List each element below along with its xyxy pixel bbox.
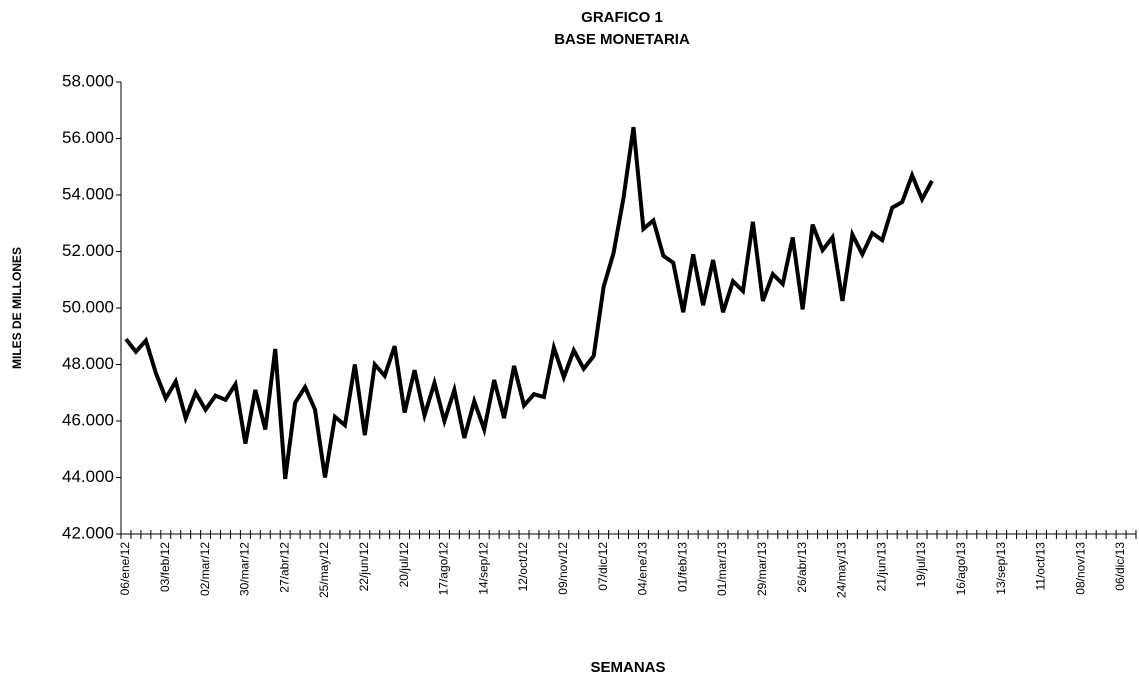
x-tick-label: 21/jun/13 — [874, 542, 888, 592]
x-tick-label: 17/ago/12 — [437, 542, 451, 596]
y-axis-label: MILES DE MILLONES — [10, 247, 24, 369]
x-tick-label: 14/sep/12 — [476, 542, 490, 595]
chart-subtitle: BASE MONETARIA — [554, 31, 690, 48]
x-tick-label: 30/mar/12 — [238, 542, 252, 596]
y-tick-label: 46.000 — [62, 410, 114, 429]
y-tick-label: 56.000 — [62, 128, 114, 147]
y-tick-label: 50.000 — [62, 297, 114, 316]
x-tick-label: 27/abr/12 — [277, 542, 291, 593]
x-tick-label: 20/jul/12 — [397, 542, 411, 588]
y-tick-label: 44.000 — [62, 467, 114, 486]
y-tick-label: 42.000 — [62, 523, 114, 542]
x-tick-label: 16/ago/13 — [954, 542, 968, 596]
data-line — [124, 126, 934, 480]
x-tick-label: 06/dic/13 — [1113, 542, 1127, 591]
x-tick-label: 29/mar/13 — [755, 542, 769, 596]
x-tick-label: 25/may/12 — [317, 542, 331, 598]
x-tick-label: 19/jul/13 — [914, 542, 928, 588]
y-tick-label: 54.000 — [62, 184, 114, 203]
x-tick-label: 12/oct/12 — [516, 542, 530, 592]
x-tick-label: 04/ene/13 — [636, 542, 650, 596]
x-tick-label: 07/dic/12 — [596, 542, 610, 591]
x-tick-label: 01/feb/13 — [675, 542, 689, 592]
x-tick-label: 09/nov/12 — [556, 542, 570, 595]
x-axis-label: SEMANAS — [590, 659, 665, 676]
x-tick-label: 08/nov/13 — [1073, 542, 1087, 595]
x-tick-label: 03/feb/12 — [158, 542, 172, 592]
x-tick-label: 01/mar/13 — [715, 542, 729, 596]
y-tick-label: 58.000 — [62, 71, 114, 90]
chart-title: GRAFICO 1 — [581, 9, 663, 26]
x-tick-label: 24/may/13 — [835, 542, 849, 598]
x-tick-label: 13/sep/13 — [994, 542, 1008, 595]
x-tick-label: 11/oct/13 — [1034, 542, 1048, 591]
x-tick-label: 26/abr/13 — [795, 542, 809, 593]
y-tick-label: 52.000 — [62, 241, 114, 260]
x-tick-label: 06/ene/12 — [118, 542, 132, 596]
x-tick-label: 02/mar/12 — [198, 542, 212, 596]
x-tick-label: 22/jun/12 — [357, 542, 371, 592]
y-tick-label: 48.000 — [62, 354, 114, 373]
